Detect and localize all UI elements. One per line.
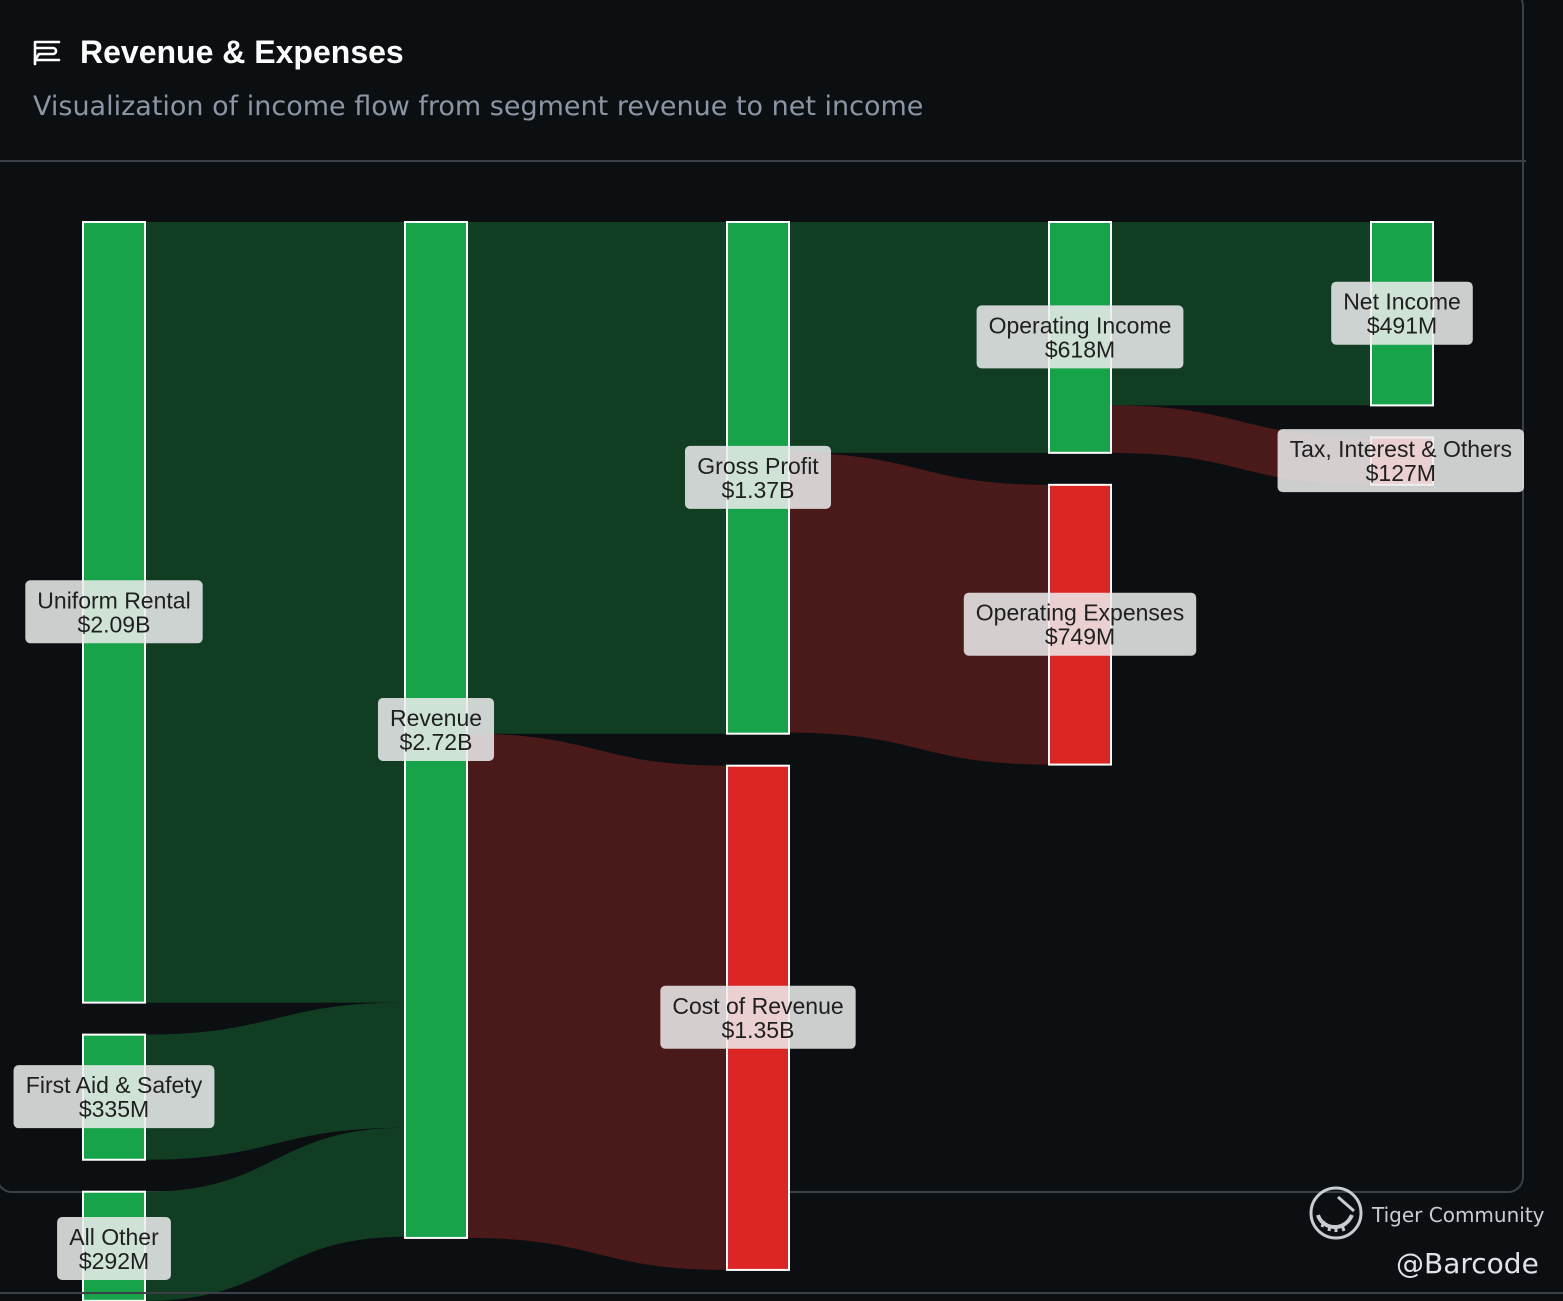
label-revenue: Revenue$2.72B bbox=[377, 697, 495, 761]
label-name: First Aid & Safety bbox=[26, 1072, 203, 1098]
label-value: $335M bbox=[79, 1096, 149, 1122]
label-value: $618M bbox=[1045, 336, 1115, 362]
label-background bbox=[57, 1217, 171, 1280]
label-name: Gross Profit bbox=[697, 453, 819, 479]
label-background bbox=[684, 445, 832, 509]
tiger-community-logo-icon bbox=[1309, 1186, 1363, 1240]
label-operating_expenses: Operating Expenses$749M bbox=[963, 592, 1197, 656]
sankey-labels: Uniform Rental$2.09B First Aid & Safety$3… bbox=[13, 281, 1524, 1280]
label-name: Operating Income bbox=[989, 312, 1172, 338]
label-name: Uniform Rental bbox=[37, 587, 190, 613]
label-name: Operating Expenses bbox=[976, 600, 1184, 626]
label-name: Tax, Interest & Others bbox=[1290, 436, 1512, 462]
link-revenue-to-cost_of_revenue bbox=[467, 733, 727, 1270]
label-value: $292M bbox=[79, 1248, 149, 1274]
label-name: Revenue bbox=[390, 705, 482, 731]
label-background bbox=[1331, 281, 1473, 345]
label-background bbox=[13, 1065, 215, 1129]
label-first_aid: First Aid & Safety$335M bbox=[13, 1065, 215, 1129]
link-revenue-to-gross_profit bbox=[467, 222, 727, 734]
label-background bbox=[1277, 429, 1524, 493]
label-name: Net Income bbox=[1343, 289, 1461, 315]
link-all_other-to-revenue bbox=[145, 1127, 405, 1301]
chart-subtitle: Visualization of income flow from segmen… bbox=[33, 91, 924, 122]
label-background bbox=[25, 580, 203, 644]
sankey-links bbox=[145, 222, 1371, 1301]
chart-header: Revenue & Expenses Visualization of inco… bbox=[0, 0, 1526, 162]
watermark-handle: @Barcode bbox=[1396, 1247, 1539, 1280]
chart-title: Revenue & Expenses bbox=[80, 34, 404, 70]
label-name: Cost of Revenue bbox=[672, 993, 843, 1019]
label-tax_other: Tax, Interest & Others$127M bbox=[1277, 429, 1524, 493]
label-background bbox=[963, 592, 1197, 656]
label-net_income: Net Income$491M bbox=[1331, 281, 1473, 345]
bottom-rule bbox=[0, 1292, 1563, 1294]
label-value: $749M bbox=[1045, 624, 1115, 650]
link-uniform_rental-to-revenue bbox=[145, 222, 405, 1003]
label-background bbox=[660, 985, 856, 1049]
label-background bbox=[976, 305, 1184, 369]
watermark-name: Tiger Community bbox=[1372, 1203, 1545, 1227]
label-gross_profit: Gross Profit$1.37B bbox=[684, 445, 832, 509]
label-name: All Other bbox=[69, 1224, 159, 1250]
header-divider bbox=[0, 160, 1526, 162]
label-cost_of_revenue: Cost of Revenue$1.35B bbox=[660, 985, 856, 1049]
link-gross_profit-to-operating_expenses bbox=[789, 452, 1049, 765]
label-uniform_rental: Uniform Rental$2.09B bbox=[25, 580, 203, 644]
label-value: $2.72B bbox=[400, 729, 473, 755]
label-value: $491M bbox=[1367, 313, 1437, 339]
label-all_other: All Other$292M bbox=[57, 1217, 171, 1280]
label-value: $127M bbox=[1366, 460, 1436, 486]
label-operating_income: Operating Income$618M bbox=[976, 305, 1184, 369]
label-value: $1.35B bbox=[722, 1017, 795, 1043]
label-value: $1.37B bbox=[722, 477, 795, 503]
label-value: $2.09B bbox=[78, 611, 151, 637]
watermark: Tiger Community @Barcode bbox=[1308, 1183, 1548, 1283]
label-background bbox=[377, 697, 495, 761]
sankey-chart-icon bbox=[33, 40, 61, 66]
link-gross_profit-to-operating_income bbox=[789, 222, 1049, 453]
